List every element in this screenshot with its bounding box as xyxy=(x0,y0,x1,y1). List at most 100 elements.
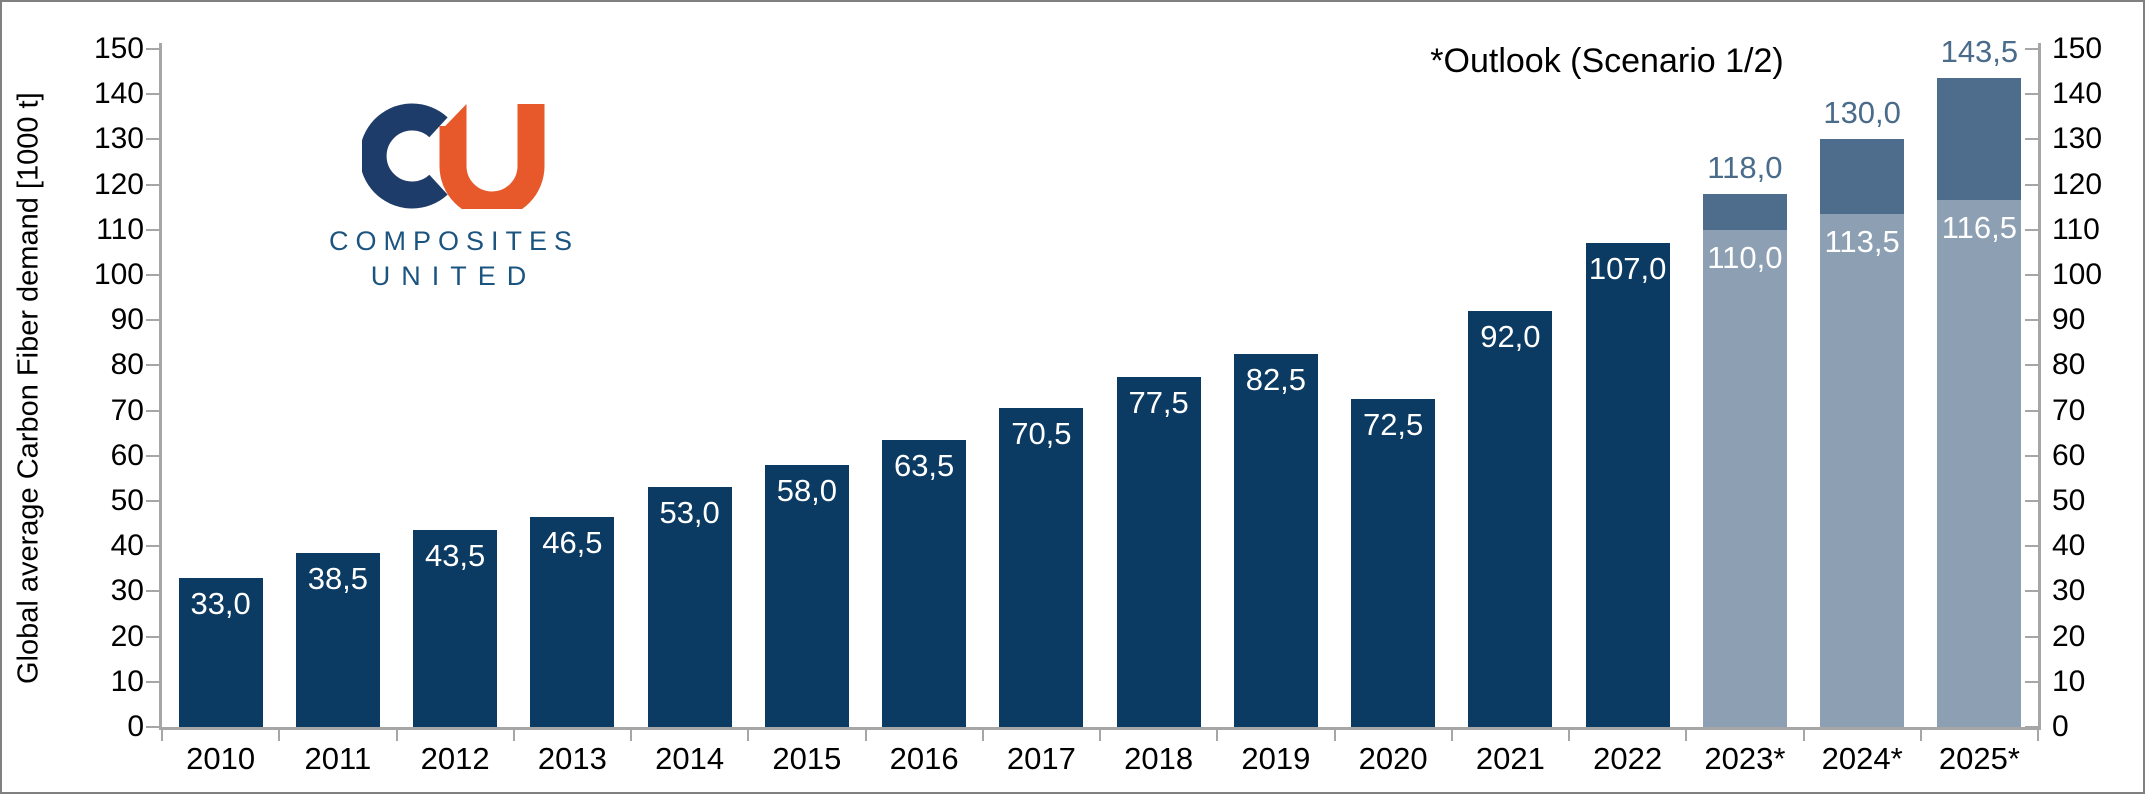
y-tick-left xyxy=(146,635,159,638)
bar-label-2020: 72,5 xyxy=(1362,407,1424,443)
y-tick-label-right: 10 xyxy=(2052,664,2086,698)
bar-2017 xyxy=(999,408,1084,727)
y-tick-right xyxy=(2025,454,2038,457)
x-tick xyxy=(1802,730,1805,741)
x-tick xyxy=(864,730,867,741)
y-tick-left xyxy=(146,545,159,548)
y-axis-right xyxy=(2038,43,2041,727)
y-tick-right xyxy=(2025,680,2038,683)
y-tick-label-right: 120 xyxy=(2052,167,2103,201)
y-tick-label-left: 0 xyxy=(127,710,144,743)
x-category-label-2021: 2021 xyxy=(1475,741,1545,776)
bar-2013 xyxy=(530,516,615,727)
y-tick-label-left: 10 xyxy=(110,664,144,698)
y-tick-label-left: 60 xyxy=(110,438,144,472)
bar-2022 xyxy=(1585,243,1670,727)
y-tick-left xyxy=(146,590,159,593)
y-tick-label-right: 80 xyxy=(2052,348,2086,382)
bar-label-2013: 46,5 xyxy=(542,524,603,560)
y-tick-right xyxy=(2025,364,2038,367)
bar-outlook-base-2024* xyxy=(1820,213,1905,727)
x-category-label-2024*: 2024* xyxy=(1821,741,1903,776)
y-tick-label-right: 110 xyxy=(2052,212,2100,246)
y-tick-left xyxy=(146,680,159,683)
bar-label-2017: 70,5 xyxy=(1011,416,1072,452)
composites-united-logo xyxy=(362,103,545,209)
x-category-label-2014: 2014 xyxy=(655,741,725,776)
bar-outlook-top-2025* xyxy=(1937,78,2022,201)
bar-label-2012: 43,5 xyxy=(424,538,486,574)
x-axis xyxy=(159,727,2041,730)
x-tick xyxy=(1216,730,1219,741)
y-tick-left xyxy=(146,726,159,728)
y-tick-right xyxy=(2025,183,2038,186)
y-tick-label-right: 20 xyxy=(2052,619,2086,653)
y-tick-right xyxy=(2025,500,2038,502)
x-category-label-2022: 2022 xyxy=(1593,741,1663,776)
outlook-annotation: *Outlook (Scenario 1/2) xyxy=(1430,42,1784,80)
x-category-label-2011: 2011 xyxy=(304,741,372,776)
y-tick-label-left: 20 xyxy=(110,619,144,653)
y-tick-label-left: 50 xyxy=(110,484,144,517)
y-tick-left xyxy=(146,274,159,276)
x-tick xyxy=(278,730,281,741)
x-tick xyxy=(981,730,984,741)
y-tick-left xyxy=(146,319,159,322)
y-tick-left xyxy=(146,228,159,231)
x-category-label-2020: 2020 xyxy=(1358,741,1428,776)
x-tick xyxy=(161,730,163,741)
y-tick-left xyxy=(146,183,159,186)
bar-2020 xyxy=(1351,399,1436,727)
x-tick xyxy=(512,730,515,741)
bar-label-2022: 107,0 xyxy=(1588,251,1667,287)
bar-base-label-2025*: 116,5 xyxy=(1941,210,2018,246)
bar-outlook-top-2024* xyxy=(1820,139,1905,214)
y-tick-left xyxy=(146,500,159,502)
y-tick-right xyxy=(2025,409,2038,412)
bar-label-2010: 33,0 xyxy=(190,585,251,621)
y-tick-left xyxy=(146,409,159,412)
bar-2021 xyxy=(1468,311,1553,727)
y-tick-label-right: 60 xyxy=(2052,438,2086,472)
bar-2018 xyxy=(1116,376,1201,727)
y-tick-right xyxy=(2025,635,2038,638)
y-tick-label-left: 80 xyxy=(110,348,144,382)
y-tick-label-right: 140 xyxy=(2052,77,2103,111)
bar-label-2021: 92,0 xyxy=(1480,319,1541,355)
y-tick-left xyxy=(146,138,159,141)
bar-2011 xyxy=(295,552,380,727)
bar-label-2019: 82,5 xyxy=(1245,362,1307,398)
y-tick-label-left: 40 xyxy=(110,529,144,563)
bar-outlook-base-2023* xyxy=(1702,229,1787,727)
bar-label-2016: 63,5 xyxy=(893,447,955,483)
bar-2014 xyxy=(647,487,732,727)
y-tick-left xyxy=(146,93,159,96)
x-category-label-2010: 2010 xyxy=(186,741,256,776)
y-tick-label-left: 150 xyxy=(93,32,144,65)
x-tick xyxy=(1568,730,1570,741)
y-tick-left xyxy=(146,454,159,457)
bar-label-2014: 53,0 xyxy=(659,495,720,531)
x-tick xyxy=(1919,730,1922,741)
y-tick-label-left: 70 xyxy=(110,393,144,427)
x-tick xyxy=(1333,730,1336,741)
y-tick-right xyxy=(2025,138,2038,141)
y-tick-label-right: 100 xyxy=(2052,258,2103,291)
bar-2010 xyxy=(178,577,263,727)
bar-2019 xyxy=(1233,354,1318,727)
y-tick-right xyxy=(2025,590,2038,593)
x-category-label-2019: 2019 xyxy=(1241,741,1311,776)
y-tick-label-left: 90 xyxy=(110,303,144,337)
x-tick xyxy=(747,730,750,741)
x-tick xyxy=(2037,730,2039,741)
bar-2015 xyxy=(764,464,849,727)
logo-text-united: UNITED xyxy=(370,261,538,291)
bar-total-label-2025*: 143,5 xyxy=(1940,34,2019,70)
x-category-label-2023*: 2023* xyxy=(1704,741,1786,776)
y-tick-right xyxy=(2025,228,2038,231)
y-tick-label-right: 70 xyxy=(2052,393,2086,427)
x-tick xyxy=(1099,730,1101,741)
y-tick-left xyxy=(146,48,159,50)
y-tick-label-right: 40 xyxy=(2052,529,2086,563)
